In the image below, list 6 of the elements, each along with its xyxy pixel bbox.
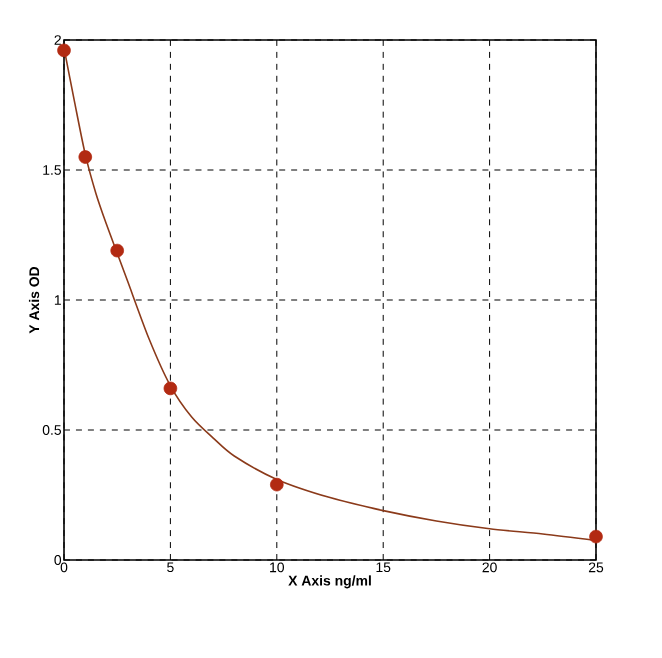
point: [163, 381, 178, 396]
point: [110, 243, 124, 258]
point: [270, 477, 284, 492]
point: [589, 529, 603, 544]
point: [78, 150, 93, 164]
point: [57, 43, 71, 58]
